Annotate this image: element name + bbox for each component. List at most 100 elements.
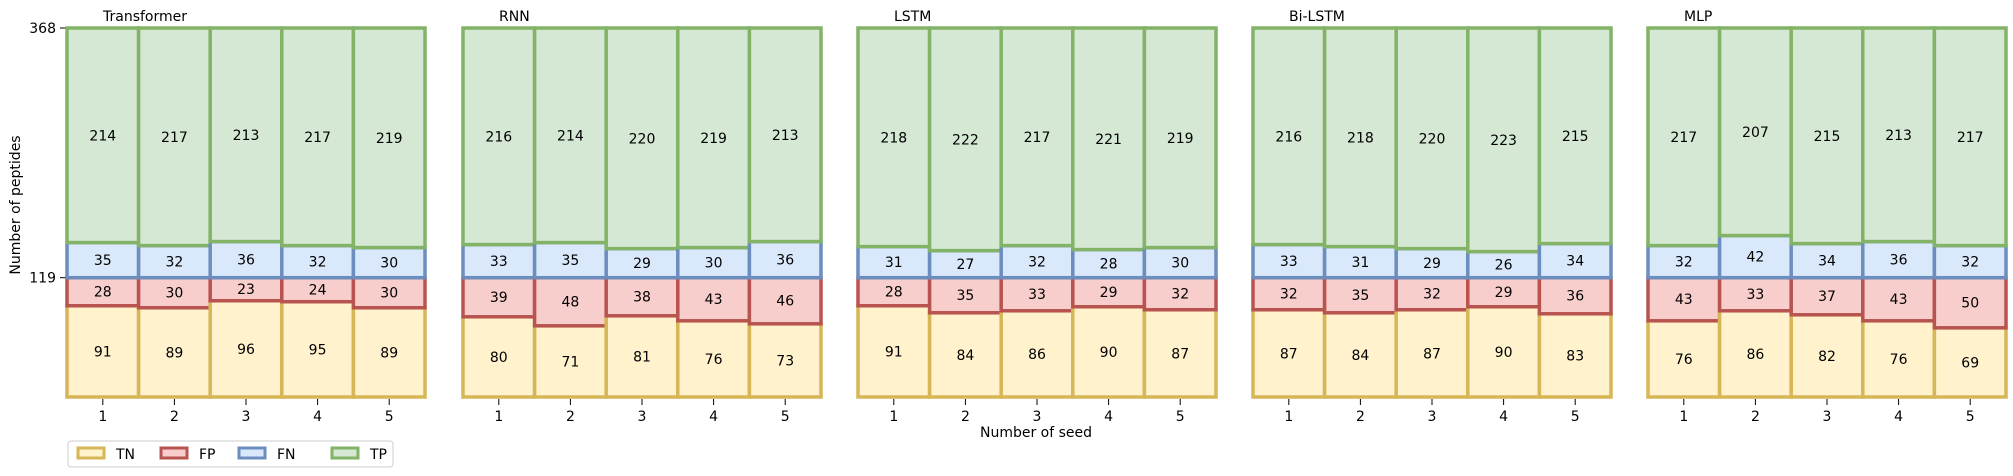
legend-label-tp: TP [369,447,387,463]
bar-value-label-0-2-tp: 213 [233,128,260,144]
bar-2-4-tn [1142,308,1218,399]
bar-value-label-0-4-fn: 30 [380,256,398,272]
bar-value-label-3-0-tp: 216 [1275,129,1302,145]
bar-value-label-0-1-tp: 217 [161,130,188,146]
bar-1-4-tn [747,322,823,399]
x-tick-label-4-0: 1 [1679,409,1688,425]
bar-4-0-fp [1646,275,1722,323]
bar-3-3-tp [1466,26,1542,254]
bar-1-1-tp [532,26,608,245]
bar-value-label-3-4-tp: 215 [1562,129,1589,145]
legend-box [67,440,394,468]
bar-value-label-2-1-fn: 27 [956,257,974,273]
y-tick-label-1: 368 [29,21,56,37]
bar-value-label-3-2-tn: 87 [1423,346,1441,362]
x-tick-label-3-0: 1 [1284,409,1293,425]
x-tick-label-1-2: 3 [638,409,647,425]
bar-value-label-3-4-fp: 36 [1566,289,1584,305]
bar-value-label-2-0-tp: 218 [880,130,907,146]
bar-2-1-tp [927,26,1003,253]
bar-2-4-tp [1142,26,1218,250]
bar-value-label-2-0-tn: 91 [885,344,903,360]
x-tick-label-0-2: 3 [242,409,251,425]
bar-0-1-fp [136,275,212,310]
bar-1-4-tp [747,26,823,244]
bar-value-label-0-3-fn: 32 [309,255,327,271]
bar-value-label-3-4-tn: 83 [1566,348,1584,364]
bar-4-2-tp [1789,26,1865,246]
bar-value-label-2-0-fp: 28 [885,285,903,301]
bar-value-label-1-0-fn: 33 [490,254,508,270]
bar-0-1-tp [136,26,212,248]
bar-value-label-4-3-fn: 36 [1890,253,1908,269]
bar-value-label-0-1-fp: 30 [165,286,183,302]
bar-0-0-fn [65,240,141,280]
bar-value-label-1-4-fn: 36 [776,253,794,269]
bar-value-label-0-1-tn: 89 [165,345,183,361]
bar-value-label-4-4-tp: 217 [1957,130,1984,146]
bar-value-label-3-0-tn: 87 [1280,346,1298,362]
bar-value-label-1-2-fp: 38 [633,290,651,306]
panel-title-4: MLP [1684,9,1712,25]
x-tick-label-0-0: 1 [98,409,107,425]
panel-title-3: Bi-LSTM [1289,9,1345,25]
bar-4-2-tn [1789,313,1865,399]
bar-value-label-2-4-tp: 219 [1167,131,1194,147]
bar-value-label-1-0-fp: 39 [490,290,508,306]
bar-value-label-4-2-fn: 34 [1818,254,1836,270]
bar-value-label-1-1-fn: 35 [561,253,579,269]
bar-2-2-tp [999,26,1075,248]
bar-0-4-tp [351,26,427,250]
bar-1-3-fp [676,275,752,323]
bar-value-label-4-1-tp: 207 [1742,125,1769,141]
bar-value-label-4-0-fp: 43 [1675,292,1693,308]
bar-value-label-3-1-tp: 218 [1347,130,1374,146]
bar-value-label-2-3-tp: 221 [1095,132,1122,148]
bar-0-0-tp [65,26,141,245]
bar-2-3-tn [1071,305,1147,399]
bar-value-label-3-4-fn: 34 [1566,254,1584,270]
legend-label-tn: TN [115,447,135,463]
x-tick-label-4-4: 5 [1966,409,1975,425]
bar-value-label-2-2-tn: 86 [1028,347,1046,363]
bar-value-label-1-3-fp: 43 [705,292,723,308]
bar-3-0-tn [1251,308,1327,399]
bar-value-label-4-4-tn: 69 [1961,355,1979,371]
bar-value-label-1-0-tp: 216 [485,129,512,145]
bar-0-3-tp [280,26,356,248]
bar-value-label-1-2-fn: 29 [633,256,651,272]
bar-value-label-2-2-fp: 33 [1028,287,1046,303]
x-axis-label: Number of seed [980,425,1092,441]
bar-value-label-4-1-fn: 42 [1746,250,1764,266]
x-tick-label-2-1: 2 [961,409,970,425]
x-tick-label-3-4: 5 [1571,409,1580,425]
bar-value-label-4-4-fn: 32 [1961,255,1979,271]
bar-value-label-3-2-tp: 220 [1419,131,1446,147]
bar-value-label-0-0-fn: 35 [94,253,112,269]
bar-3-0-tp [1251,26,1327,247]
bar-value-label-3-1-fp: 35 [1351,288,1369,304]
bar-value-label-1-1-tn: 71 [561,354,579,370]
legend-label-fp: FP [199,447,216,463]
x-tick-label-3-3: 4 [1499,409,1508,425]
bar-3-4-fp [1537,275,1613,316]
bar-value-label-3-3-fn: 26 [1495,258,1513,274]
bar-1-3-tp [676,26,752,250]
bar-2-0-tp [856,26,932,249]
bar-0-2-tp [208,26,284,244]
bar-value-label-1-4-tp: 213 [772,128,799,144]
bar-2-1-fp [927,275,1003,315]
bar-value-label-4-3-tn: 76 [1890,352,1908,368]
bar-4-2-fn [1789,241,1865,280]
bar-4-0-tn [1646,319,1722,399]
bar-4-4-tn [1932,326,2008,399]
bar-2-2-fn [999,243,1075,280]
bar-value-label-4-1-tn: 86 [1746,347,1764,363]
bar-value-label-0-0-tn: 91 [94,344,112,360]
bar-value-label-4-4-fp: 50 [1961,296,1979,312]
x-tick-label-1-1: 2 [566,409,575,425]
bar-value-label-1-4-fp: 46 [776,294,794,310]
bar-2-4-fp [1142,275,1218,312]
